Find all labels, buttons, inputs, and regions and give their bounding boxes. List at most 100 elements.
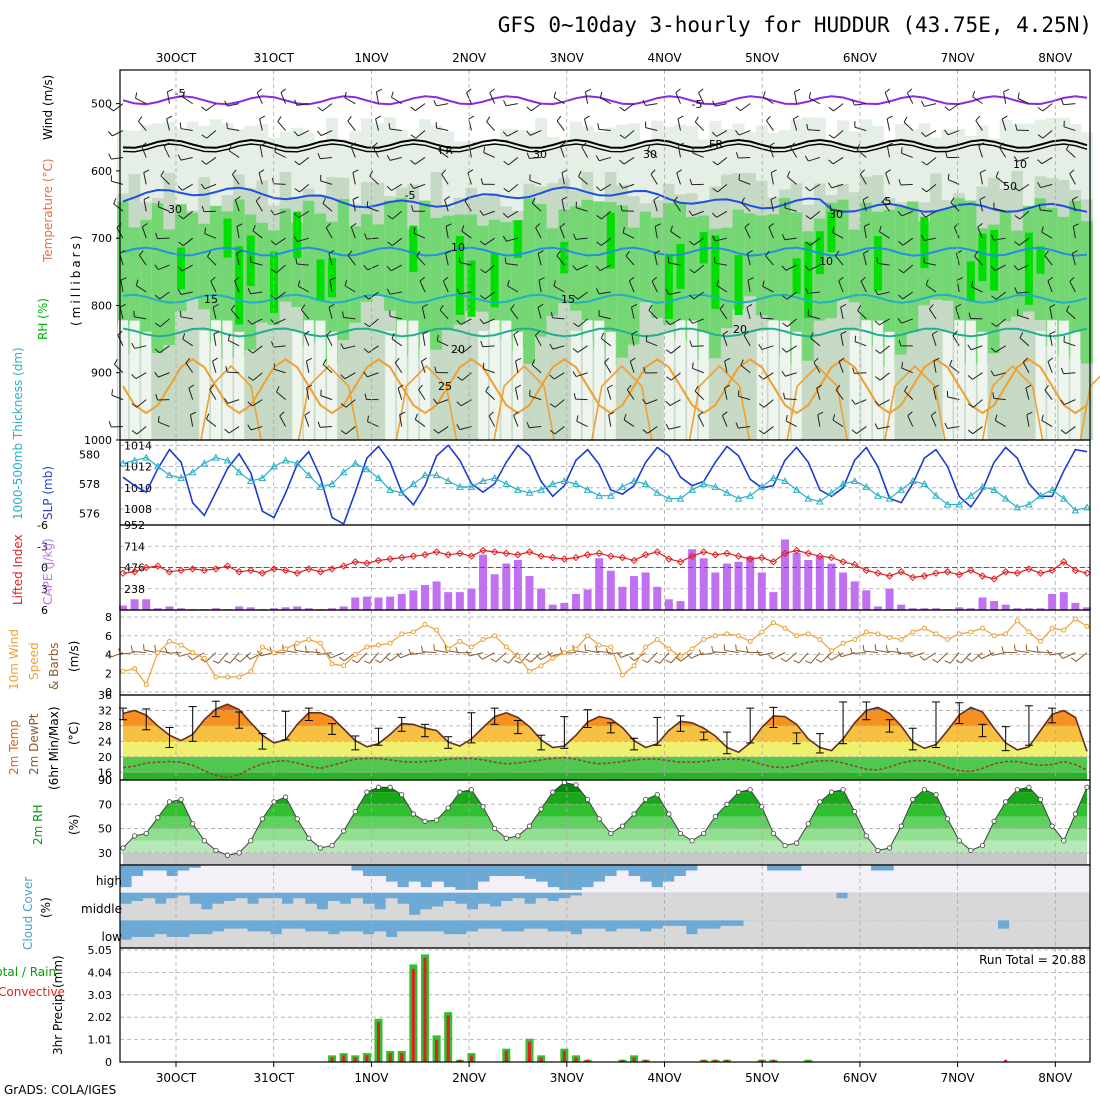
cloud-gap-middle xyxy=(755,892,768,921)
wind-barb xyxy=(469,652,484,657)
wind-barb-flag xyxy=(363,348,369,353)
wind-barb xyxy=(886,118,891,131)
wind-barb xyxy=(768,226,774,239)
wind10-tick-label: 8 xyxy=(105,611,112,624)
cloud-gap-low xyxy=(974,920,987,948)
thickness-marker xyxy=(943,500,952,508)
wind-barb xyxy=(645,127,658,132)
wind-barb-flag xyxy=(665,423,670,430)
cloud-gap-high xyxy=(501,876,514,893)
rh-shade-dry xyxy=(396,320,407,440)
wind-barb xyxy=(715,237,728,242)
wind-barb xyxy=(507,210,519,218)
rh-shade-green xyxy=(581,199,594,339)
wind-barb-flag xyxy=(838,357,845,362)
rh-shade-bright xyxy=(1036,246,1045,274)
wind-barb-flag xyxy=(502,235,507,242)
wind-barb-flag xyxy=(167,88,174,93)
wind-barb-flag xyxy=(549,403,556,408)
wind-barb-flag xyxy=(347,116,352,122)
precip-tick-label: 5.05 xyxy=(88,944,113,957)
wind-barb-flag xyxy=(952,330,958,336)
wind10-marker xyxy=(364,644,370,650)
cloud-gap-high xyxy=(350,870,363,893)
wind-barb-flag xyxy=(369,170,373,177)
wind-barb xyxy=(111,394,124,401)
precip-convective-bar xyxy=(411,968,415,1062)
cape-bar xyxy=(119,605,127,610)
cloud-gap-low xyxy=(374,931,387,948)
wind-barb-flag xyxy=(190,411,197,416)
wind-barb-flag xyxy=(160,170,165,177)
wind10-marker xyxy=(898,637,904,642)
wind-barb-flag xyxy=(675,657,682,662)
cloud-gap-low xyxy=(177,936,190,948)
cloud-gap-high xyxy=(697,865,710,893)
wind-barb-flag xyxy=(141,142,147,147)
wind10-marker xyxy=(608,644,614,650)
wind-barb-flag xyxy=(247,349,254,354)
li-marker xyxy=(293,569,301,577)
wind-barb xyxy=(296,263,309,266)
wind-barb-flag xyxy=(531,359,536,366)
wind-barb xyxy=(166,91,170,104)
wind-barb xyxy=(166,118,170,131)
wind-barb-flag xyxy=(978,142,985,147)
wind10-marker xyxy=(724,631,730,637)
wind-barb-flag xyxy=(747,277,754,281)
wind-barb-flag xyxy=(108,421,112,428)
cloud-gap-high xyxy=(824,865,837,893)
wind-barb xyxy=(554,426,565,435)
wind-barb xyxy=(210,280,217,293)
wind-barb-flag xyxy=(108,106,114,112)
wind-barb xyxy=(180,128,193,132)
wind-barb-flag xyxy=(410,106,416,112)
wind-barb-flag xyxy=(1037,107,1043,112)
wind-barb xyxy=(821,652,832,663)
rh2m-marker xyxy=(666,811,672,817)
cloud-gap-middle xyxy=(339,903,352,921)
wind-barb-flag xyxy=(559,223,566,228)
cloud-gap-high xyxy=(847,865,860,893)
wind-barb xyxy=(931,334,937,346)
wind-barb xyxy=(784,237,797,241)
cape-bar xyxy=(978,597,987,610)
rh2m-marker xyxy=(422,818,428,824)
rh-shade-bright xyxy=(664,253,673,319)
wind-barb xyxy=(701,652,716,656)
cloud-gap-high xyxy=(304,865,317,893)
wind-barb xyxy=(304,415,310,427)
wind-barb xyxy=(320,426,333,428)
rh2m-marker xyxy=(1014,787,1020,793)
wind-barb-flag xyxy=(364,322,370,328)
wind-barb-flag xyxy=(857,305,861,311)
cloud-gap-high xyxy=(1009,865,1022,893)
wind-barb xyxy=(418,389,426,400)
wind-barb-flag xyxy=(157,200,160,207)
wind-barb xyxy=(581,146,589,158)
wind-barb xyxy=(692,210,704,217)
wind-barb xyxy=(251,318,263,325)
wind-barb xyxy=(537,307,542,320)
temp2m-label-c: (6hr Min/Max) xyxy=(47,707,61,791)
wind-barb xyxy=(347,120,356,131)
rh2m-marker xyxy=(712,813,718,820)
li-marker xyxy=(781,549,789,558)
wind-barb xyxy=(561,172,565,185)
wind-barb-flag xyxy=(212,303,219,308)
cloud-gap-middle xyxy=(986,892,999,921)
wind-barb-flag xyxy=(584,644,586,651)
wind10-marker xyxy=(271,650,277,656)
wind-barb xyxy=(1041,157,1053,165)
date-label-bottom: 8NOV xyxy=(1038,1071,1073,1085)
li-marker xyxy=(1048,566,1056,575)
cloud-gap-high xyxy=(258,865,271,893)
wind-barb-flag xyxy=(874,644,877,651)
wind-barb-flag xyxy=(758,344,763,350)
wind-barb-flag xyxy=(862,196,869,201)
wind-barb-flag xyxy=(212,660,219,664)
wind-barb-flag xyxy=(351,659,358,664)
precip-convective-bar xyxy=(1004,1059,1008,1062)
wind-barb xyxy=(553,97,565,105)
wind-barb xyxy=(1041,420,1053,427)
